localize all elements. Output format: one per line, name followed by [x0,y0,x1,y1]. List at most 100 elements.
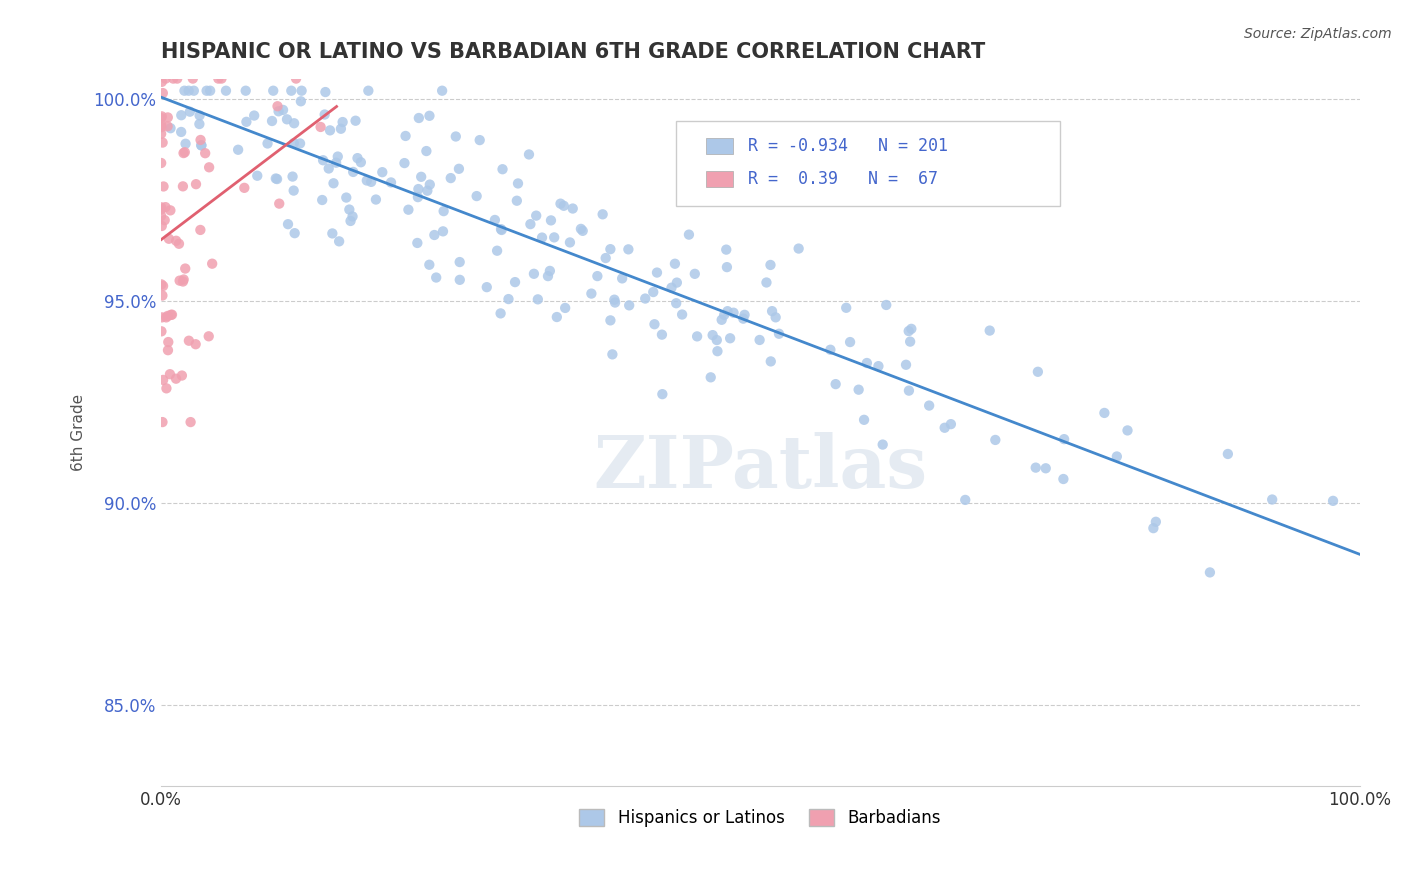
Point [440,171,463,186]
Point [150,324,173,338]
Point [150,120,173,135]
Point [160,308,183,322]
Point [181,71,204,86]
Point [159,121,181,136]
Point [156,120,179,134]
Point [425,270,447,285]
Point [201,257,224,271]
Point [581,286,603,301]
Point [651,327,673,342]
Point [312,153,335,168]
Point [277,217,299,231]
Point [152,86,174,100]
Point [190,138,212,153]
Point [337,202,360,217]
Point [235,115,257,129]
Point [546,310,568,324]
Point [489,306,512,320]
FancyBboxPatch shape [676,121,1060,206]
Point [897,384,920,398]
Point [602,347,624,361]
Point [723,306,745,320]
Point [406,190,429,204]
Text: R = -0.934   N = 201: R = -0.934 N = 201 [748,136,948,155]
Point [318,161,340,176]
Point [619,298,641,312]
Point [173,145,195,160]
Point [155,310,177,325]
Point [167,236,190,251]
Point [875,298,897,312]
Point [540,213,562,227]
Point [194,146,217,161]
Point [190,138,212,153]
Point [430,84,453,98]
Point [571,224,593,238]
Point [150,156,173,170]
Point [506,194,529,208]
Point [174,136,197,151]
Point [449,273,471,287]
Point [824,377,846,392]
Point [157,334,180,349]
Point [264,171,287,186]
Point [406,235,429,250]
Point [180,415,202,429]
Point [664,257,686,271]
Point [156,309,179,323]
Point [1142,521,1164,535]
Point [550,196,572,211]
Point [172,275,194,289]
Point [322,176,344,190]
Text: HISPANIC OR LATINO VS BARBADIAN 6TH GRADE CORRELATION CHART: HISPANIC OR LATINO VS BARBADIAN 6TH GRAD… [162,42,986,62]
Point [418,109,440,123]
Point [706,333,728,347]
Point [900,322,922,336]
Point [1026,365,1049,379]
Point [939,417,962,432]
Point [643,317,665,331]
Point [150,219,173,233]
Point [342,165,364,179]
Point [554,301,576,315]
Point [643,285,665,299]
Point [617,243,640,257]
Point [155,381,177,395]
Point [787,242,810,256]
Point [468,133,491,147]
Point [699,370,721,384]
Point [484,213,506,227]
Point [527,293,550,307]
Point [309,120,332,134]
Point [188,117,211,131]
Point [491,223,513,237]
FancyBboxPatch shape [706,138,733,153]
Point [195,84,218,98]
Point [894,358,917,372]
Point [651,387,673,401]
Point [835,301,858,315]
Point [645,266,668,280]
Point [856,356,879,370]
Point [364,193,387,207]
Point [198,84,221,98]
Point [190,223,212,237]
Point [291,84,314,98]
Point [447,161,470,176]
Point [314,85,336,99]
Point [183,84,205,98]
Point [190,133,212,147]
Point [465,189,488,203]
Point [184,337,207,351]
Point [1144,515,1167,529]
Point [433,204,456,219]
Point [283,136,305,150]
Point [233,181,256,195]
Point [396,202,419,217]
Point [839,334,862,349]
Point [491,162,513,177]
Point [281,169,304,184]
Point [290,95,312,109]
Point [170,125,193,139]
Point [759,258,782,272]
